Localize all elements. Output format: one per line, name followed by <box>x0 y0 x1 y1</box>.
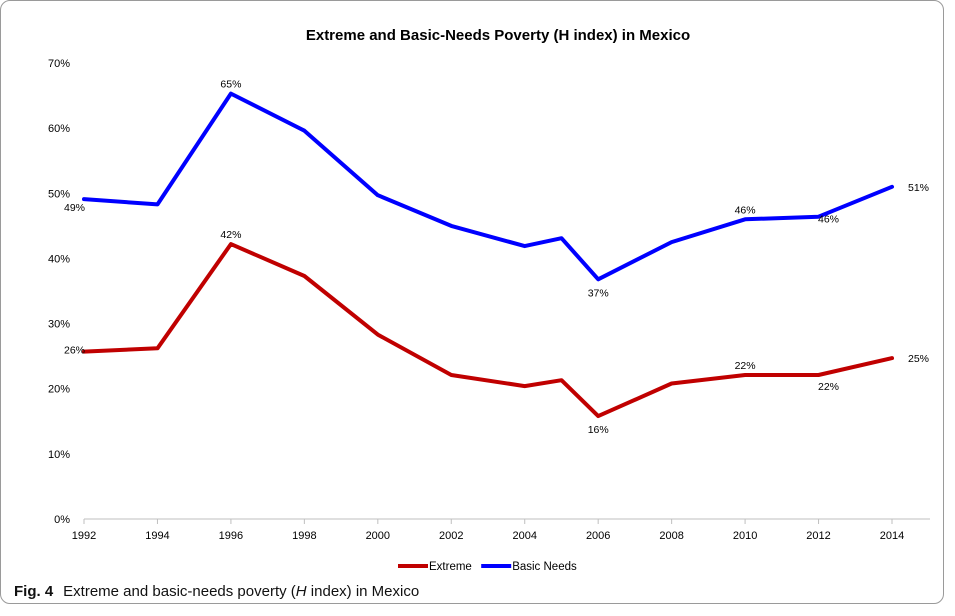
x-tick-label: 2010 <box>733 530 757 542</box>
data-label: 42% <box>220 229 241 241</box>
y-tick-label: 60% <box>48 123 70 135</box>
x-tick-label: 1994 <box>145 530 169 542</box>
data-label: 37% <box>588 287 609 299</box>
data-label: 51% <box>908 182 929 194</box>
data-label: 16% <box>588 424 609 436</box>
x-tick-label: 2002 <box>439 530 463 542</box>
x-tick-label: 1992 <box>72 530 96 542</box>
y-axis-ticks: 0% 10% 20% 30% 40% 50% 60% 70% <box>48 58 70 526</box>
series-line-basic-needs <box>82 91 894 282</box>
data-label: 46% <box>735 204 756 216</box>
data-label: 46% <box>818 214 839 226</box>
legend: Extreme Basic Needs <box>398 561 577 573</box>
data-label: 25% <box>908 353 929 365</box>
y-tick-label: 10% <box>48 449 70 461</box>
data-label: 22% <box>735 360 756 372</box>
chart-title: Extreme and Basic-Needs Poverty (H index… <box>306 27 690 44</box>
x-tick-label: 1998 <box>292 530 316 542</box>
x-tick-label: 2000 <box>366 530 390 542</box>
y-tick-label: 30% <box>48 319 70 331</box>
y-tick-label: 20% <box>48 384 70 396</box>
caption-text-end: index) in Mexico <box>306 583 420 600</box>
data-label: 26% <box>64 345 85 357</box>
legend-label: Basic Needs <box>512 561 577 573</box>
series-line-extreme <box>82 242 894 419</box>
data-labels: 26% 42% 16% 22% 22% 25% 49% 65% 37% 46% 46% 51% <box>64 79 929 437</box>
legend-label: Extreme <box>429 561 472 573</box>
x-tick-label: 2004 <box>512 530 536 542</box>
y-tick-label: 70% <box>48 58 70 70</box>
x-tick-label: 2006 <box>586 530 610 542</box>
x-tick-label: 2008 <box>659 530 683 542</box>
x-axis: 1992 1994 1996 1998 2000 2002 2004 2006 2008 2010… <box>72 518 930 542</box>
series-group <box>82 91 894 419</box>
y-tick-label: 50% <box>48 188 70 200</box>
data-label: 49% <box>64 202 85 214</box>
caption-text-start: Extreme and basic-needs poverty ( <box>63 583 296 600</box>
data-label: 22% <box>818 381 839 393</box>
x-tick-label: 1996 <box>219 530 243 542</box>
figure-frame <box>0 0 944 604</box>
caption-text-italic: H <box>295 583 307 600</box>
x-tick-label: 2014 <box>880 530 904 542</box>
y-tick-label: 40% <box>48 253 70 265</box>
figure-caption: Fig. 4 Extreme and basic-needs poverty (H… <box>14 583 419 600</box>
y-tick-label: 0% <box>54 514 70 526</box>
data-label: 65% <box>220 79 241 91</box>
figure-number: Fig. 4 <box>14 583 54 600</box>
x-tick-label: 2012 <box>806 530 830 542</box>
